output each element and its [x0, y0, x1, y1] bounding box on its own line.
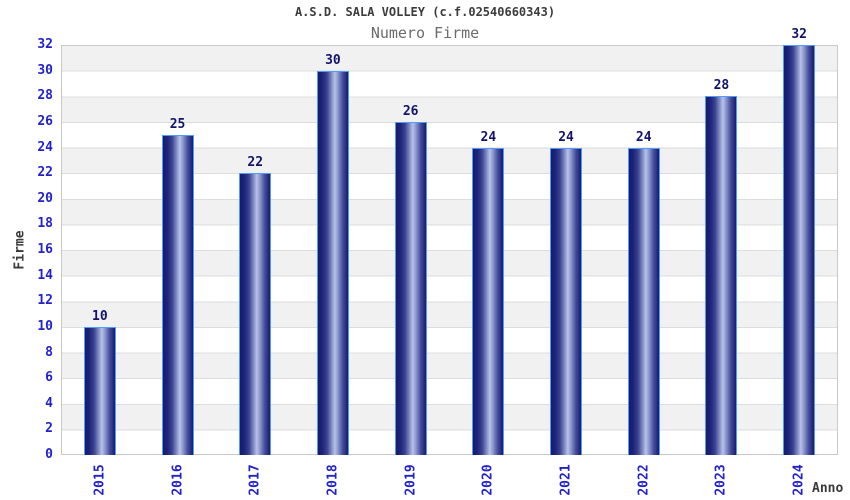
bar-value-label: 28 [713, 78, 730, 94]
bar-value-label: 22 [247, 155, 264, 171]
y-tick-label: 6 [45, 370, 53, 386]
x-tick-label: 2019 [403, 464, 419, 496]
bar-2019 [394, 121, 427, 455]
bar-value-label: 24 [480, 129, 497, 145]
y-tick-label: 26 [37, 113, 53, 129]
bar-2016 [161, 134, 194, 455]
x-tick-label: 2016 [170, 464, 186, 496]
chart-title: A.S.D. SALA VOLLEY (c.f.02540660343) [294, 5, 556, 19]
bar-2021 [550, 147, 583, 455]
y-tick-label: 2 [45, 421, 53, 437]
x-tick-label: 2020 [480, 464, 496, 496]
y-tick-label: 14 [37, 267, 53, 283]
y-tick-label: 18 [37, 216, 53, 232]
bar-value-label: 30 [325, 52, 341, 68]
x-tick-label: 2023 [713, 464, 729, 496]
bar-2024 [783, 45, 816, 455]
x-tick-label: 2015 [92, 464, 108, 496]
bar-2023 [705, 96, 738, 455]
bar-2020 [472, 147, 505, 455]
bar-value-label: 26 [402, 103, 419, 119]
y-tick-label: 4 [45, 395, 53, 411]
y-tick-label: 12 [37, 293, 53, 309]
y-tick-label: 22 [37, 165, 53, 181]
y-tick-label: 24 [37, 139, 53, 155]
x-tick-label: 2024 [791, 464, 807, 496]
x-tick-label: 2018 [325, 464, 341, 496]
y-tick-label: 32 [37, 37, 53, 52]
bar-value-label: 32 [791, 27, 807, 42]
y-tick-label: 16 [37, 242, 53, 257]
bar-2022 [627, 147, 660, 455]
bar-value-label: 24 [558, 129, 574, 145]
y-axis-title: Firme [12, 230, 28, 270]
x-tick-label: 2021 [558, 464, 574, 496]
y-tick-label: 0 [45, 447, 53, 462]
x-tick-label: 2017 [247, 464, 263, 496]
y-tick-label: 30 [37, 62, 53, 78]
y-tick-label: 10 [37, 318, 53, 334]
bar-value-label: 24 [635, 129, 652, 145]
bar-value-label: 10 [92, 308, 108, 324]
bar-value-label: 25 [169, 116, 186, 132]
y-tick-label: 28 [37, 88, 53, 104]
bar-2017 [239, 173, 272, 455]
x-axis-title: Anno [812, 481, 844, 496]
chart-subtitle: Numero Firme [370, 24, 480, 42]
y-tick-label: 20 [37, 190, 53, 206]
y-tick-label: 8 [45, 344, 53, 360]
bar-2015 [83, 326, 116, 455]
bar-2018 [316, 70, 349, 455]
x-tick-label: 2022 [636, 464, 652, 496]
